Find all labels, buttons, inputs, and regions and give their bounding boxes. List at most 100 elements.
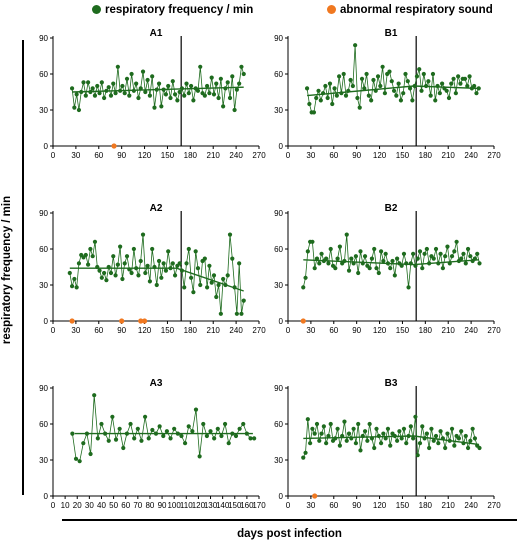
- data-point-b2: [378, 249, 384, 254]
- x-tick-label-b3-60: 60: [329, 501, 338, 510]
- data-point-a3: [70, 431, 75, 436]
- abnormal-sound-marker-b3: [312, 493, 318, 499]
- data-point-a2: [163, 268, 169, 273]
- data-point-a2: [102, 270, 107, 276]
- data-point-a1: [234, 87, 239, 92]
- data-point-a2: [104, 278, 109, 283]
- data-point-b1: [337, 74, 342, 79]
- data-point-a3: [226, 441, 231, 446]
- data-point-a2: [85, 262, 91, 267]
- data-point-b1: [382, 91, 387, 96]
- x-tick-label-b3-270: 270: [487, 501, 501, 510]
- data-point-a1: [241, 71, 246, 77]
- data-point-b3: [321, 424, 326, 429]
- data-point-a2: [83, 252, 88, 258]
- data-point-a2: [218, 311, 223, 316]
- data-point-b2: [312, 266, 317, 271]
- abnormal-sound-marker-a2: [69, 318, 75, 324]
- data-point-b3: [397, 429, 402, 434]
- data-point-b3: [408, 424, 413, 429]
- x-tick-label-a2-120: 120: [138, 326, 152, 335]
- data-point-a2: [108, 270, 114, 276]
- data-point-a1: [111, 81, 116, 86]
- data-point-a2: [202, 256, 207, 261]
- data-point-a1: [76, 107, 82, 113]
- data-point-a3: [179, 433, 184, 439]
- x-tick-label-b3-240: 240: [464, 501, 478, 510]
- x-tick-label-a2-210: 210: [207, 326, 221, 335]
- data-point-b3: [395, 438, 400, 443]
- x-axis-title: days post infection: [237, 528, 342, 540]
- chart-title-a3: A3: [150, 378, 163, 389]
- x-tick-label-a2-150: 150: [161, 326, 175, 335]
- trend-line-b1: [307, 85, 479, 97]
- x-tick-label-b1-270: 270: [487, 151, 501, 160]
- data-point-a1: [152, 105, 157, 110]
- x-tick-label-b3-90: 90: [352, 501, 361, 510]
- y-axis-title: respiratory frequency / min: [0, 140, 14, 400]
- data-point-a1: [127, 93, 132, 98]
- data-point-a3: [157, 424, 162, 429]
- data-point-a2: [191, 290, 196, 295]
- x-tick-label-b1-30: 30: [306, 151, 315, 160]
- data-point-a2: [221, 276, 226, 282]
- data-point-a2: [239, 311, 244, 316]
- data-point-a1: [74, 92, 79, 97]
- data-point-a1: [211, 92, 217, 97]
- y-tick-label-a1-90: 90: [39, 34, 48, 43]
- orange-dot-icon: [327, 5, 336, 14]
- data-point-a2: [230, 256, 235, 261]
- data-point-b3: [420, 424, 425, 429]
- y-tick-label-a1-30: 30: [39, 106, 48, 115]
- data-point-b1: [391, 88, 397, 93]
- data-point-a1: [99, 80, 104, 85]
- data-point-a1: [136, 95, 141, 101]
- data-point-a3: [106, 438, 111, 443]
- data-point-a1: [191, 98, 196, 103]
- data-point-a2: [138, 258, 143, 264]
- data-point-b3: [346, 431, 352, 436]
- data-point-b2: [452, 249, 457, 254]
- data-point-b2: [346, 268, 352, 273]
- data-point-b2: [449, 254, 455, 259]
- data-point-a2: [211, 273, 217, 278]
- x-tick-label-b2-270: 270: [487, 326, 501, 335]
- x-tick-label-a3-160: 160: [240, 501, 254, 510]
- data-point-a2: [216, 282, 221, 288]
- data-point-a1: [237, 81, 242, 86]
- data-point-b3: [413, 414, 418, 419]
- data-point-b1: [311, 110, 317, 115]
- data-point-b3: [445, 431, 450, 436]
- data-point-a1: [186, 91, 191, 96]
- y-tick-label-b3-30: 30: [274, 456, 283, 465]
- data-point-b3: [308, 441, 313, 446]
- data-point-a2: [172, 273, 178, 278]
- y-axis-title-text: respiratory frequency / min: [1, 195, 13, 345]
- data-point-a3: [139, 438, 144, 443]
- data-point-b2: [468, 254, 473, 259]
- abnormal-sound-marker-a1: [111, 143, 117, 149]
- data-point-a1: [163, 92, 169, 97]
- x-tick-label-a1-270: 270: [252, 151, 266, 160]
- data-point-a3: [248, 436, 253, 441]
- data-point-b1: [440, 81, 445, 86]
- data-point-a3: [182, 441, 188, 446]
- data-point-a2: [113, 273, 118, 278]
- data-point-b3: [431, 438, 436, 443]
- data-point-b3: [328, 421, 333, 427]
- data-point-a2: [69, 284, 75, 289]
- x-tick-label-a3-80: 80: [145, 501, 154, 510]
- data-point-a3: [212, 436, 217, 441]
- data-point-b3: [438, 429, 443, 434]
- data-point-b1: [389, 79, 394, 84]
- data-point-b1: [430, 71, 436, 77]
- data-point-b2: [390, 258, 395, 264]
- data-point-b2: [420, 266, 425, 271]
- data-point-a1: [129, 71, 134, 77]
- data-point-a2: [209, 280, 214, 285]
- data-point-b2: [333, 266, 338, 271]
- data-point-b2: [475, 251, 480, 256]
- data-point-b1: [467, 74, 472, 79]
- data-point-a3: [117, 426, 122, 431]
- data-point-a3: [219, 433, 224, 439]
